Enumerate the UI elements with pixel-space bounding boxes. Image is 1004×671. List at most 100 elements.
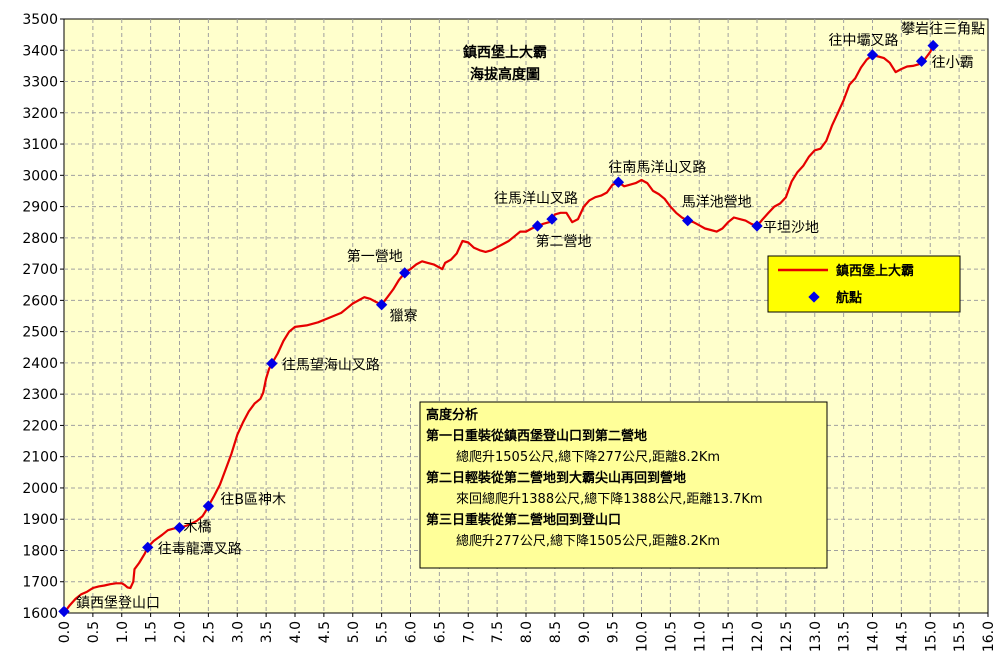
x-tick-label: 10.0 <box>635 621 651 652</box>
waypoint-marker <box>375 299 388 311</box>
x-tick-label: 12.5 <box>779 621 795 652</box>
x-tick-label: 6.0 <box>404 621 420 643</box>
waypoint-marker <box>866 49 879 61</box>
x-tick-label: 13.5 <box>837 621 853 652</box>
y-tick-label: 3300 <box>22 75 58 91</box>
waypoint-marker <box>927 39 939 52</box>
note-day2: 第二日輕裝從第二營地到大霸尖山再回到營地 <box>426 470 686 486</box>
x-tick-label: 15.5 <box>952 621 968 652</box>
note-heading: 高度分析 <box>426 407 478 423</box>
x-tick-label: 7.0 <box>461 621 477 643</box>
y-tick-label: 2300 <box>22 387 58 403</box>
waypoint-label: 往中壩叉路 <box>829 33 899 49</box>
y-tick-label: 3200 <box>22 106 58 122</box>
analysis-note: 高度分析 第一日重裝從鎮西堡登山口到第二營地 總爬升1505公尺,總下降277公… <box>419 401 828 569</box>
waypoint-label: 往毒龍潭叉路 <box>158 540 242 557</box>
y-tick-label: 3000 <box>22 168 58 184</box>
waypoint-label: 往馬望海山叉路 <box>282 358 380 374</box>
y-tick-label: 2600 <box>22 293 58 309</box>
x-tick-label: 0.0 <box>57 621 73 643</box>
y-tick-label: 3500 <box>22 12 58 28</box>
x-tick-label: 11.0 <box>692 621 708 652</box>
waypoint-label: 第二營地 <box>536 233 592 250</box>
y-tick-label: 2000 <box>22 481 58 497</box>
x-tick-label: 7.5 <box>490 621 506 643</box>
note-day1: 第一日重裝從鎮西堡登山口到第二營地 <box>426 428 647 444</box>
x-tick-label: 2.5 <box>201 621 217 643</box>
note-day1-stats: 總爬升1505公尺,總下降277公尺,距離8.2Km <box>456 449 720 465</box>
x-tick-label: 8.0 <box>519 621 535 643</box>
y-tick-label: 1600 <box>22 606 58 622</box>
waypoint-label: 第一營地 <box>347 248 403 265</box>
waypoint-marker <box>531 220 544 232</box>
x-tick-label: 10.5 <box>663 621 679 652</box>
x-axis: 0.0 0.5 1.0 1.5 2.0 2.5 3.0 3.5 4.0 4.5 5.0 5.5 6.0 6… <box>57 613 997 652</box>
x-tick-label: 8.5 <box>548 621 564 643</box>
waypoint-label: 平坦沙地 <box>763 220 819 236</box>
grid-lines <box>64 19 988 613</box>
x-tick-label: 14.0 <box>866 621 882 652</box>
x-tick-label: 15.0 <box>923 621 939 652</box>
waypoint-label: 獵寮 <box>390 308 418 325</box>
y-tick-label: 1800 <box>22 543 58 559</box>
chart-subtitle: 海拔高度圖 <box>470 66 540 83</box>
x-tick-label: 4.0 <box>288 621 304 643</box>
waypoint-marker <box>751 220 763 232</box>
x-tick-label: 14.5 <box>894 621 910 652</box>
y-tick-label: 2700 <box>22 262 58 278</box>
waypoint-marker <box>612 176 625 188</box>
x-tick-label: 0.5 <box>86 621 102 643</box>
note-day2-stats: 來回總爬升1388公尺,總下降1388公尺,距離13.7Km <box>456 491 763 507</box>
x-tick-label: 9.0 <box>577 621 593 643</box>
x-tick-label: 13.0 <box>808 621 824 652</box>
waypoint-marker <box>142 541 154 554</box>
waypoint-label: 往馬洋山叉路 <box>494 191 578 207</box>
note-day3: 第三日重裝從第二營地回到登山口 <box>426 512 621 528</box>
y-tick-label: 2500 <box>22 325 58 341</box>
waypoint-marker <box>173 521 186 534</box>
y-tick-label: 2800 <box>22 231 58 247</box>
waypoint-marker <box>682 214 694 227</box>
y-tick-label: 3400 <box>22 43 58 59</box>
y-tick-label: 1900 <box>22 512 58 528</box>
waypoint-label: 往南馬洋山叉路 <box>608 160 706 176</box>
y-axis: 1600 1700 1800 1900 2000 2100 2200 2300 2400 2500… <box>22 12 64 622</box>
legend-line-label: 鎮西堡上大霸 <box>836 263 914 279</box>
x-tick-label: 3.5 <box>259 621 275 643</box>
chart-title: 鎮西堡上大霸 <box>463 44 547 61</box>
y-tick-label: 2100 <box>22 450 58 466</box>
x-tick-label: 12.0 <box>750 621 766 652</box>
waypoint-label: 往小霸 <box>932 55 974 71</box>
waypoint-label: 攀岩往三角點 <box>901 22 985 38</box>
legend: 鎮西堡上大霸 航點 <box>767 255 961 313</box>
y-tick-label: 1700 <box>22 575 58 591</box>
x-tick-label: 1.0 <box>115 621 131 643</box>
x-tick-label: 4.5 <box>317 621 333 643</box>
x-tick-label: 11.5 <box>721 621 737 652</box>
y-tick-label: 2400 <box>22 356 58 372</box>
waypoint-marker <box>399 267 411 279</box>
x-tick-label: 3.0 <box>230 621 246 643</box>
x-tick-label: 6.5 <box>432 621 448 643</box>
y-tick-label: 2900 <box>22 200 58 216</box>
x-tick-label: 5.5 <box>375 621 391 643</box>
waypoint-label: 鎮西堡登山口 <box>76 595 160 611</box>
waypoint-marker <box>266 357 278 370</box>
series-line <box>63 45 935 614</box>
x-tick-label: 16.0 <box>981 621 997 652</box>
waypoint-marker <box>202 500 215 512</box>
waypoint-label: 木橋 <box>184 520 212 536</box>
waypoint-label: 往B區神木 <box>220 492 286 508</box>
waypoint-marker <box>546 213 558 225</box>
analysis-note-box <box>419 401 828 569</box>
y-tick-label: 3100 <box>22 137 58 153</box>
x-tick-label: 1.5 <box>144 621 160 643</box>
x-tick-label: 5.0 <box>346 621 362 643</box>
legend-box <box>767 255 961 313</box>
waypoint-label: 馬洋池營地 <box>682 195 752 211</box>
y-tick-label: 2200 <box>22 418 58 434</box>
note-day3-stats: 總爬升277公尺,總下降1505公尺,距離8.2Km <box>456 533 720 549</box>
